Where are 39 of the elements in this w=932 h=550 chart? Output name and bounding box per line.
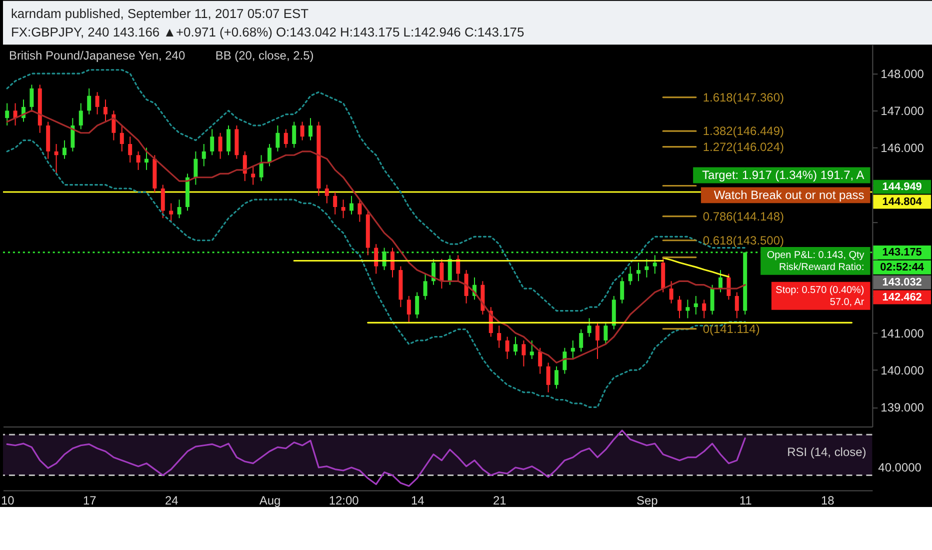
annotation: Stop: 0.570 (0.40%) 57.0, Ar — [776, 284, 865, 308]
text: 40.0000 — [878, 460, 922, 474]
y-tick-label: 139.000 — [880, 400, 924, 415]
x-tick-label: Sep — [636, 494, 658, 508]
x-tick-label: 10 — [0, 494, 15, 508]
x-tick-label: 12:00 — [328, 494, 360, 508]
series-label: 0(141.114) — [702, 322, 760, 336]
series-label: 1.382(146.449) — [702, 124, 784, 138]
text: 142.462 — [882, 291, 922, 304]
x-tick-label: 11 — [739, 494, 752, 508]
text: 143.032 — [882, 276, 922, 288]
annotation: RSI (14, close) — [787, 444, 866, 459]
ref-line-label: 144.804 — [882, 196, 923, 208]
text: 02:52:44 — [880, 261, 925, 274]
ref-line-label: 143.175 — [882, 246, 922, 258]
series-label: 0.786(144.148) — [702, 209, 784, 224]
annotation: BB (20, close, 2.5) — [215, 48, 314, 63]
x-tick-label: 14 — [410, 494, 425, 508]
chart-subtitle: FX:GBPJPY, 240 143.166 ▲+0.971 (+0.68%) O:143.042 H:143.175 L:142.946 C:143.175 — [10, 24, 524, 40]
y-tick-label: 146.000 — [880, 141, 924, 156]
x-tick-label: Aug — [259, 494, 281, 508]
x-tick-label: 18 — [820, 494, 835, 508]
annotation: Open P&L: 0.143, Qty — [766, 250, 864, 261]
annotation: Watch Break out or not pass — [714, 188, 864, 202]
y-tick-label: 141.000 — [880, 326, 924, 341]
annotation: Risk/Reward Ratio: — [779, 262, 864, 273]
y-tick-label: 147.000 — [880, 104, 924, 118]
x-tick-label: 24 — [164, 494, 179, 508]
chart-title: karndam published, September 11, 2017 05:07 EST — [10, 6, 309, 21]
text: 144.949 — [882, 180, 922, 193]
series-label: 1.272(146.024) — [702, 140, 784, 154]
series-label: 1.618(147.360) — [702, 90, 784, 104]
x-tick-label: 21 — [492, 494, 507, 508]
y-tick-label: 140.000 — [880, 364, 924, 378]
annotation: Target: 1.917 (1.34%) 191.7, A — [702, 168, 864, 182]
series-label: 0.618(143.500) — [702, 233, 784, 248]
x-tick-label: 17 — [82, 494, 97, 508]
y-tick-label: 148.000 — [880, 67, 924, 82]
annotation: British Pound/Japanese Yen, 240 — [8, 48, 186, 63]
